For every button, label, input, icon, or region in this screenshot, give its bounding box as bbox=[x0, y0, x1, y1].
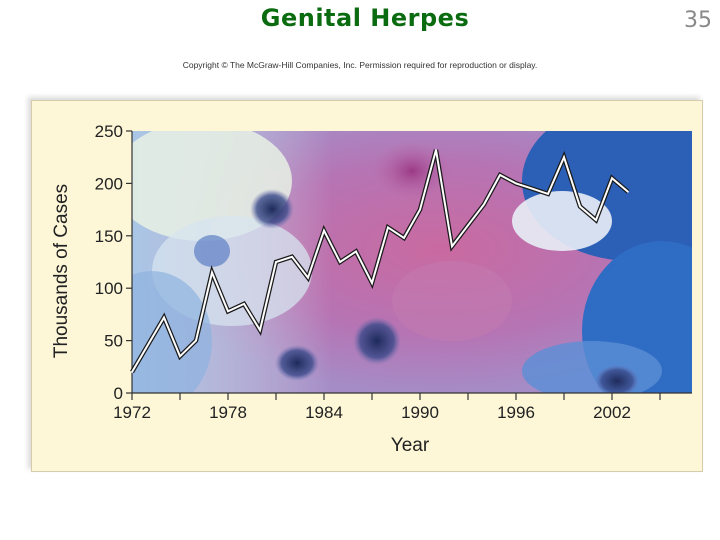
y-tick-label: 50 bbox=[104, 332, 123, 351]
data-point bbox=[307, 276, 309, 279]
copyright-notice: Copyright © The McGraw-Hill Companies, I… bbox=[182, 60, 538, 70]
x-axis-label: Year bbox=[391, 435, 430, 456]
data-point bbox=[499, 174, 501, 176]
x-tick-label: 1990 bbox=[401, 403, 439, 422]
x-tick-label: 1978 bbox=[209, 403, 247, 422]
data-point bbox=[451, 245, 453, 248]
y-tick-label: 0 bbox=[114, 384, 123, 403]
data-point bbox=[291, 255, 293, 258]
data-point bbox=[387, 226, 389, 229]
data-point bbox=[547, 193, 549, 195]
data-point bbox=[595, 219, 597, 221]
data-point bbox=[323, 229, 325, 232]
data-point bbox=[195, 339, 197, 342]
y-tick-label: 200 bbox=[95, 174, 123, 193]
axes bbox=[131, 131, 692, 394]
data-point bbox=[611, 177, 613, 179]
y-tick-label: 100 bbox=[95, 279, 123, 298]
data-point bbox=[515, 182, 517, 185]
slide-number: 35 bbox=[684, 8, 712, 33]
micrograph-background bbox=[132, 131, 692, 393]
x-tick-label: 1984 bbox=[305, 403, 343, 422]
data-point bbox=[275, 261, 277, 263]
data-point bbox=[179, 355, 181, 358]
x-tick-label: 1972 bbox=[113, 403, 151, 422]
data-point bbox=[243, 303, 245, 305]
data-point bbox=[131, 371, 133, 373]
x-tick-label: 1996 bbox=[497, 403, 535, 422]
data-point bbox=[259, 329, 261, 331]
data-point bbox=[419, 208, 421, 211]
data-point bbox=[211, 271, 213, 274]
data-point bbox=[627, 190, 629, 193]
y-tick-label: 250 bbox=[95, 122, 123, 141]
data-point bbox=[467, 224, 469, 227]
y-tick-label: 150 bbox=[95, 227, 123, 246]
data-point bbox=[163, 316, 165, 319]
x-tick-label: 2002 bbox=[593, 403, 631, 422]
chart-panel: 0 50 100 150 200 250 1972 1978 1984 1990 1996 2002 … bbox=[31, 100, 703, 472]
data-point bbox=[435, 149, 437, 151]
data-point bbox=[227, 310, 229, 313]
data-point bbox=[579, 205, 581, 208]
data-point bbox=[531, 187, 533, 190]
y-axis-label: Thousands of Cases bbox=[51, 184, 72, 358]
data-point bbox=[355, 250, 357, 253]
data-point bbox=[483, 203, 485, 206]
data-point bbox=[371, 282, 373, 284]
data-point bbox=[339, 261, 341, 263]
slide-title: Genital Herpes bbox=[260, 4, 470, 32]
data-point bbox=[403, 237, 405, 239]
data-point bbox=[563, 156, 565, 158]
